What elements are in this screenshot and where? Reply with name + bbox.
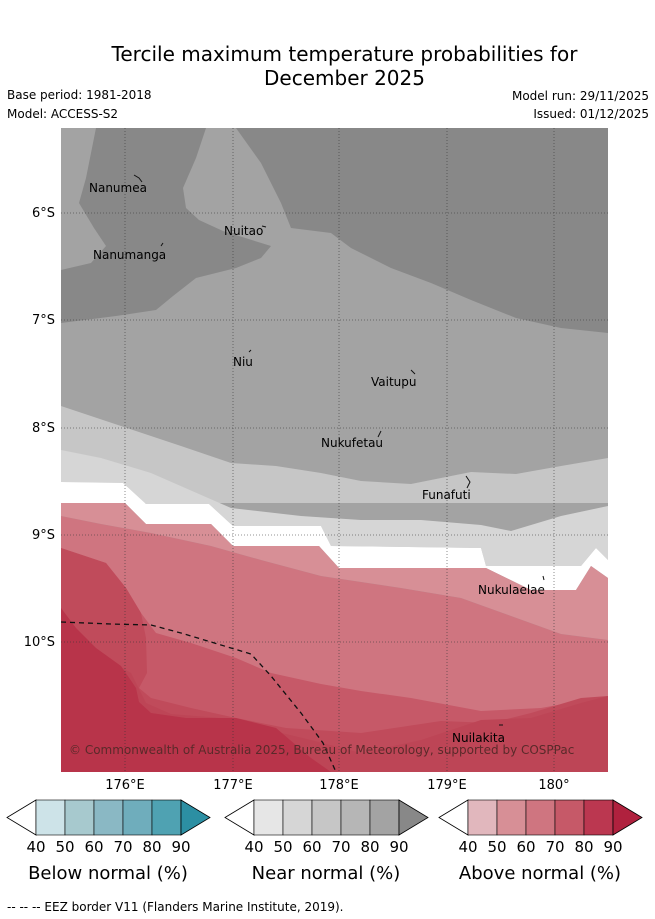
colorbar-extend-low (6, 799, 37, 836)
near-normal-60-region (61, 450, 608, 566)
eez-border (61, 621, 337, 772)
lat-label: 8°S (31, 421, 55, 436)
island-nanumanga (160, 242, 164, 247)
above-normal-90-region (61, 608, 331, 772)
place-label: Nukufetau (321, 436, 383, 450)
colorbar-segment (64, 799, 95, 836)
lon-label: 176°E (105, 778, 145, 793)
colorbar-extend-high (398, 799, 429, 836)
island-nukulaelae (542, 575, 545, 581)
colorbar-extend-high (180, 799, 211, 836)
lon-label: 178°E (319, 778, 359, 793)
colorbar-tick-label: 40 (458, 838, 478, 856)
island-nanumea (133, 174, 143, 183)
place-label: Niu (233, 355, 253, 369)
colorbar-tick-label: 50 (55, 838, 75, 856)
colorbar-near-normal (224, 799, 429, 836)
colorbar-segment (369, 799, 400, 836)
colorbar-tick-label: 80 (574, 838, 594, 856)
colorbar-tick-label: 70 (545, 838, 565, 856)
probability-map: Nanumea Nanumanga Nuitao Niu Vaitupu Nuk… (61, 128, 608, 772)
place-label: Nanumea (89, 181, 147, 195)
near-normal-90-region (61, 128, 608, 333)
colorbar-tick-label: 90 (603, 838, 623, 856)
colorbar-above-normal (438, 799, 643, 836)
above-normal-50-region (61, 503, 608, 640)
above-normal-title: Above normal (%) (458, 863, 622, 884)
below-normal-title: Below normal (%) (28, 863, 188, 884)
model-run: Model run: 29/11/2025 (511, 89, 649, 103)
eez-footnote: -- -- -- EEZ border V11 (Flanders Marine… (7, 900, 344, 914)
lat-label: 6°S (31, 206, 55, 221)
colorbar-segment (35, 799, 66, 836)
lon-label: 180° (538, 778, 570, 793)
colorbar-tick-label: 60 (84, 838, 104, 856)
colorbar-tick-label: 60 (516, 838, 536, 856)
colorbar-segment (467, 799, 498, 836)
colorbar-tick-label: 50 (273, 838, 293, 856)
copyright-text: © Commonwealth of Australia 2025, Bureau… (69, 743, 574, 757)
island-funafuti (465, 475, 471, 489)
colorbar-segment (554, 799, 585, 836)
colorbar-tick-label: 70 (113, 838, 133, 856)
lat-label: 9°S (31, 528, 55, 543)
place-label: Vaitupu (371, 375, 417, 389)
colorbar-segment (151, 799, 182, 836)
colorbar-segment (253, 799, 284, 836)
colorbars (6, 799, 643, 836)
colorbar-segment (311, 799, 342, 836)
place-label: Nuitao (224, 224, 263, 238)
colorbar-extend-low (438, 799, 469, 836)
colorbar-tick-label: 40 (244, 838, 264, 856)
colorbar-segment (282, 799, 313, 836)
near-normal-80-patch (61, 128, 106, 270)
lat-label: 7°S (31, 313, 55, 328)
place-label: Funafuti (422, 488, 471, 502)
island-niu (248, 349, 252, 353)
base-period: Base period: 1981-2018 (7, 88, 152, 102)
colorbar-segment (525, 799, 556, 836)
near-normal-70-region (61, 406, 608, 503)
colorbar-tick-label: 90 (171, 838, 191, 856)
island-vaitupu (410, 369, 416, 375)
colorbar-extend-high (612, 799, 643, 836)
colorbar-segment (122, 799, 153, 836)
below-40-gap (61, 482, 608, 590)
colorbar-tick-label: 80 (142, 838, 162, 856)
place-label: Nukulaelae (478, 583, 545, 597)
island-nuitao (261, 225, 267, 228)
graticule (61, 128, 608, 772)
island-nukufetau (377, 430, 382, 438)
lon-label: 179°E (427, 778, 467, 793)
colorbar-segment (496, 799, 527, 836)
near-normal-title: Near normal (%) (251, 863, 401, 884)
colorbar-extend-low (224, 799, 255, 836)
title-line-1: Tercile maximum temperature probabilitie… (111, 42, 578, 66)
colorbar-tick-label: 40 (26, 838, 46, 856)
colorbar-tick-label: 80 (360, 838, 380, 856)
colorbar-tick-label: 50 (487, 838, 507, 856)
colorbar-segment (583, 799, 614, 836)
colorbar-segment (93, 799, 124, 836)
island-outlines (133, 174, 545, 726)
colorbar-tick-label: 90 (389, 838, 409, 856)
model-name: Model: ACCESS-S2 (7, 107, 119, 121)
colorbar-segment (340, 799, 371, 836)
lon-label: 177°E (213, 778, 253, 793)
title-line-2: December 2025 (264, 66, 425, 90)
colorbar-tick-label: 70 (331, 838, 351, 856)
lat-label: 10°S (23, 635, 55, 650)
place-label: Nuilakita (452, 731, 505, 745)
colorbar-tick-label: 60 (302, 838, 322, 856)
place-label: Nanumanga (93, 248, 166, 262)
issued-date: Issued: 01/12/2025 (533, 107, 649, 121)
above-normal-80-region (61, 548, 608, 772)
colorbar-below-normal (6, 799, 211, 836)
